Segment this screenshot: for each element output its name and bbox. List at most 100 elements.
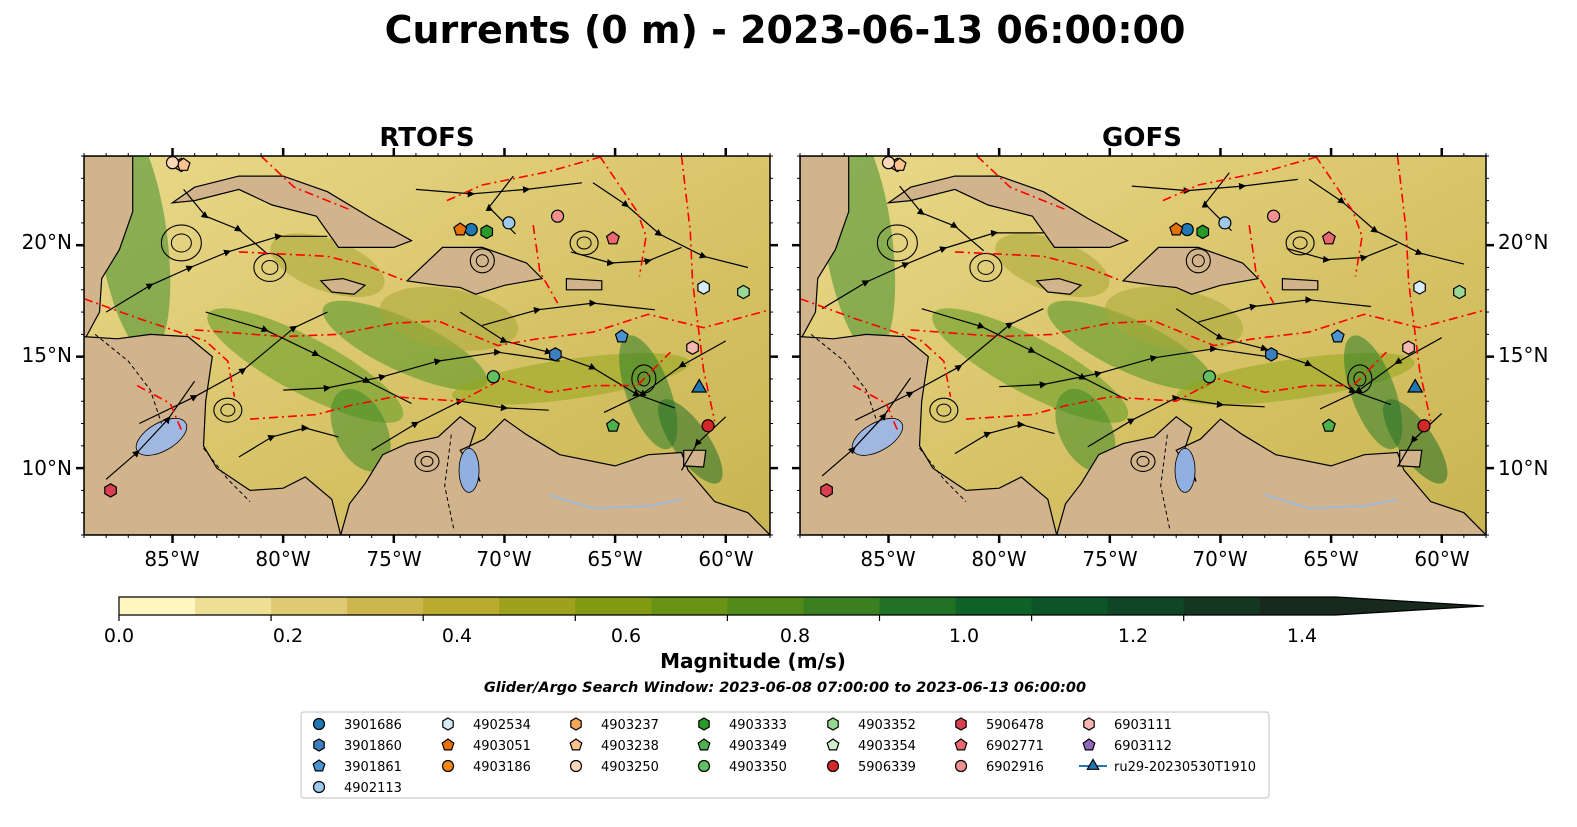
streamline bbox=[855, 308, 1044, 421]
eez-line bbox=[260, 156, 350, 211]
legend-label: 6902771 bbox=[986, 739, 1044, 754]
legend-label: 4903349 bbox=[729, 739, 787, 754]
speed-patch bbox=[379, 286, 519, 351]
streamline bbox=[821, 377, 912, 477]
legend-marker bbox=[570, 717, 582, 731]
land-puerto-rico bbox=[1281, 277, 1319, 291]
streamline bbox=[592, 182, 749, 269]
land-puerto-rico bbox=[565, 277, 603, 291]
map-content-rtofs bbox=[84, 156, 770, 535]
legend-items: 3901686 3901860 3901861 4902113 4902534 49030… bbox=[312, 717, 1256, 796]
float-marker bbox=[502, 216, 516, 230]
speed-patch bbox=[1055, 388, 1116, 472]
map-content-gofs bbox=[800, 156, 1486, 535]
float-marker bbox=[686, 340, 699, 355]
streamline bbox=[1319, 337, 1442, 410]
float-marker bbox=[1169, 222, 1184, 236]
legend-marker bbox=[569, 738, 583, 751]
search-window-caption: Glider/Argo Search Window: 2023-06-08 07… bbox=[484, 680, 1086, 696]
float-marker bbox=[480, 224, 494, 240]
legend-label: 6903111 bbox=[1114, 718, 1172, 733]
eddy bbox=[631, 364, 657, 394]
land-jamaica bbox=[1035, 277, 1083, 295]
colorbar-label: Magnitude (m/s) bbox=[660, 649, 846, 673]
colorbar-segment bbox=[651, 597, 728, 615]
eddy bbox=[1285, 230, 1315, 256]
legend-frame bbox=[300, 711, 1270, 799]
land-masses bbox=[84, 156, 770, 535]
axis-ticks-rtofs bbox=[76, 148, 778, 543]
speed-patch bbox=[658, 399, 723, 484]
float-marker bbox=[881, 156, 896, 170]
country-border bbox=[1160, 434, 1171, 529]
lon-tick-label: 65°W bbox=[1303, 547, 1358, 571]
legend-marker bbox=[826, 759, 840, 773]
lon-tick-label: 80°W bbox=[255, 547, 310, 571]
eez-line bbox=[1314, 156, 1363, 277]
lat-tick-label: 20°N bbox=[1498, 230, 1548, 254]
colorbar-outline bbox=[118, 596, 1484, 616]
eddy bbox=[160, 224, 202, 262]
colorbar-extend-arrow bbox=[1335, 597, 1484, 615]
legend-marker bbox=[312, 780, 326, 794]
streamline bbox=[1198, 296, 1371, 323]
eddy bbox=[929, 397, 959, 423]
float-marker bbox=[614, 329, 629, 343]
eddy bbox=[1292, 236, 1308, 250]
legend-label: 4903186 bbox=[473, 760, 531, 775]
lon-tick-label: 80°W bbox=[971, 547, 1026, 571]
float-marker bbox=[486, 370, 500, 384]
legend-marker bbox=[955, 717, 967, 731]
lon-tick-label: 75°W bbox=[1082, 547, 1137, 571]
eez-line bbox=[598, 156, 647, 277]
land-trinidad bbox=[683, 449, 707, 468]
streamline bbox=[954, 421, 1055, 455]
speed-patch bbox=[330, 388, 391, 472]
float-marker bbox=[464, 222, 478, 237]
legend-marker bbox=[827, 717, 839, 731]
eddy bbox=[1191, 254, 1205, 268]
eddy bbox=[1136, 455, 1150, 467]
lon-tick-label: 75°W bbox=[366, 547, 421, 571]
streamline bbox=[238, 424, 339, 458]
eez-line bbox=[84, 297, 236, 397]
eddy bbox=[576, 236, 592, 250]
eez-line bbox=[680, 156, 716, 422]
eez-line bbox=[965, 351, 1387, 420]
streamline bbox=[1087, 394, 1265, 448]
streamline bbox=[1308, 178, 1465, 265]
colorbar-segment bbox=[727, 597, 805, 615]
eddy bbox=[1130, 450, 1156, 472]
colorbar-segment bbox=[271, 597, 348, 615]
float-marker bbox=[165, 156, 180, 170]
legend-label: 3901860 bbox=[344, 739, 402, 754]
eez-line bbox=[532, 224, 559, 304]
legend-label: 6903112 bbox=[1114, 739, 1172, 754]
map-frame bbox=[799, 155, 1487, 536]
river bbox=[548, 493, 682, 510]
float-marker bbox=[550, 209, 565, 223]
eddy bbox=[637, 371, 651, 387]
legend-label: 5906339 bbox=[858, 760, 916, 775]
lat-tick-label: 10°N bbox=[22, 456, 72, 480]
streamline bbox=[570, 246, 682, 267]
land-jamaica bbox=[319, 277, 367, 295]
float-marker bbox=[1402, 340, 1415, 355]
streamline bbox=[105, 380, 196, 480]
eddy bbox=[1353, 371, 1367, 387]
colorbar-segment bbox=[347, 597, 424, 615]
map-panel-gofs: GOFS bbox=[792, 123, 1494, 543]
legend-label: 4903051 bbox=[473, 739, 531, 754]
streamline bbox=[139, 311, 328, 425]
streamline bbox=[459, 311, 676, 409]
land-central-america bbox=[84, 333, 342, 535]
colorbar-tick-label: 1.0 bbox=[949, 625, 979, 647]
colorbar-tick-label: 0.2 bbox=[273, 625, 303, 647]
streamline bbox=[899, 185, 985, 252]
float-marker bbox=[1196, 224, 1210, 240]
colorbar-tick-label: 0.0 bbox=[104, 625, 134, 647]
legend-marker bbox=[441, 759, 455, 773]
float-marker bbox=[104, 483, 117, 498]
float-marker bbox=[1321, 418, 1336, 432]
lake bbox=[1174, 447, 1196, 493]
